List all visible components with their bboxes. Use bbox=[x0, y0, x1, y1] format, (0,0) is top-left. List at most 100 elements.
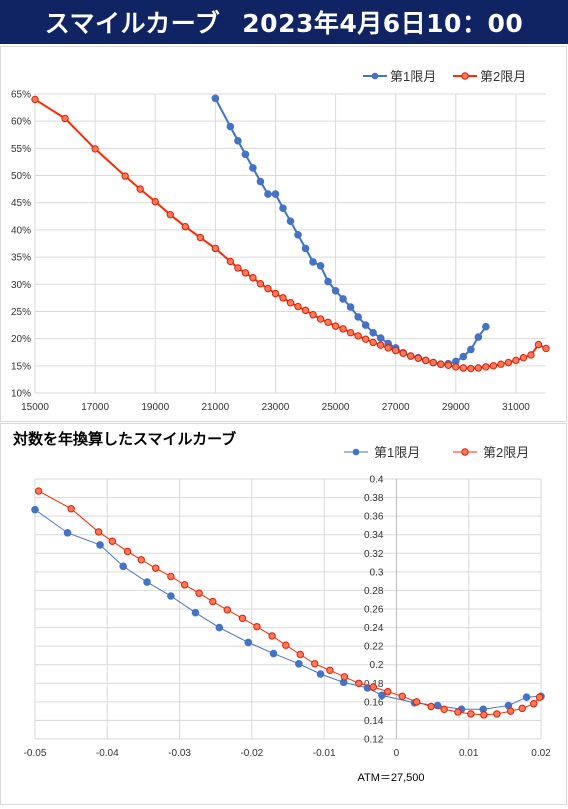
series-2-point bbox=[226, 257, 235, 266]
series-1-point bbox=[286, 217, 295, 226]
y-tick-label: 0.2 bbox=[370, 660, 384, 671]
series-1-point bbox=[295, 659, 303, 668]
series-2-point bbox=[346, 328, 355, 337]
y-tick-label: 0.28 bbox=[364, 586, 384, 597]
series-1-point bbox=[143, 578, 151, 586]
series-2-point bbox=[91, 145, 99, 153]
series-2-point bbox=[151, 197, 159, 206]
header-banner: スマイルカーブ 2023年4月6日10：00 bbox=[0, 0, 568, 44]
series-1-point bbox=[215, 623, 224, 632]
series-2-point bbox=[527, 351, 535, 359]
series-2-point bbox=[152, 564, 160, 572]
y-tick-label: 35% bbox=[11, 253, 31, 264]
series-1-point bbox=[346, 303, 355, 311]
series-2-point bbox=[504, 358, 513, 367]
series-1-point bbox=[378, 691, 386, 700]
series-2-point bbox=[369, 338, 377, 347]
series-2-point bbox=[354, 332, 362, 340]
smile-curve-chart: 10% 15% 20% 25% 30% 35% 40% 45% 50% 55% 60% 65% 1500… bbox=[11, 69, 550, 413]
series-2-point bbox=[238, 614, 247, 622]
series-1-point bbox=[522, 693, 531, 702]
series-line-2 bbox=[34, 98, 547, 370]
x-tick-label: 0.02 bbox=[531, 748, 551, 759]
series-2-point bbox=[493, 710, 501, 718]
series-1-point bbox=[316, 670, 325, 678]
series-2-point bbox=[331, 322, 340, 330]
series-2-point bbox=[253, 622, 261, 631]
series-2-point bbox=[316, 315, 325, 323]
legend-label: 第2限月 bbox=[480, 69, 526, 84]
legend: 第1限月 第2限月 bbox=[363, 69, 526, 84]
series-2-point bbox=[422, 356, 430, 365]
y-tick-label: 0.26 bbox=[364, 605, 384, 616]
series-1-point bbox=[256, 177, 265, 186]
series-2-point bbox=[181, 222, 189, 231]
x-tick-label: 0.01 bbox=[459, 748, 479, 759]
series-2-point bbox=[234, 264, 242, 272]
y-tick-label: 15% bbox=[11, 361, 31, 372]
series-2-point bbox=[34, 487, 43, 495]
legend-label: 第2限月 bbox=[483, 445, 529, 460]
series-2-point bbox=[535, 693, 544, 701]
series-1-point bbox=[369, 328, 377, 337]
x-tick-label: -0.04 bbox=[96, 748, 119, 759]
series-2-point bbox=[296, 650, 304, 659]
series-2-point bbox=[427, 702, 435, 711]
series-2-point bbox=[326, 666, 334, 674]
series-2-point bbox=[282, 641, 290, 649]
series-1-point bbox=[459, 352, 468, 361]
x-tick-label: -0.03 bbox=[168, 748, 191, 759]
series-2-point bbox=[454, 708, 462, 716]
series-1-point bbox=[264, 190, 272, 198]
series-1-point bbox=[63, 529, 72, 537]
series-2-point bbox=[414, 354, 422, 362]
series-1-point bbox=[191, 608, 200, 617]
y-tick-label: 25% bbox=[11, 307, 31, 318]
series-2-point bbox=[195, 589, 203, 597]
series-2-point bbox=[482, 363, 490, 371]
series-2-point bbox=[437, 360, 445, 368]
series-2-point bbox=[340, 673, 349, 681]
x-tick-label: 25000 bbox=[322, 402, 350, 413]
x-tick-label: 19000 bbox=[141, 402, 169, 413]
y-tick-label: 20% bbox=[11, 334, 31, 345]
header-title: スマイルカーブ bbox=[44, 9, 221, 38]
series-2-point bbox=[211, 244, 220, 253]
series-2-point bbox=[459, 364, 468, 372]
series-1-point bbox=[309, 258, 317, 266]
y-tick-label: 0.4 bbox=[370, 475, 384, 486]
series-2-point bbox=[467, 710, 475, 718]
series-2-point bbox=[444, 361, 453, 369]
series-2-point bbox=[480, 711, 488, 719]
atm-annotation: ATM＝27,500 bbox=[357, 772, 424, 784]
series-1-point bbox=[249, 164, 257, 172]
series-1-point bbox=[167, 592, 175, 600]
y-tick-label: 0.22 bbox=[364, 642, 384, 653]
series-2-point bbox=[61, 114, 69, 123]
legend-marker bbox=[461, 448, 469, 456]
x-tick-label: 23000 bbox=[262, 402, 290, 413]
y-tick-label: 40% bbox=[11, 225, 31, 236]
series-2-point bbox=[241, 269, 250, 277]
series-1-point bbox=[226, 122, 235, 131]
series-1-point bbox=[31, 505, 39, 514]
series-1-point bbox=[269, 649, 278, 658]
series-1-point bbox=[361, 321, 370, 329]
series-2-point bbox=[67, 505, 75, 513]
y-tick-label: 0.24 bbox=[364, 623, 384, 634]
series-2-point bbox=[407, 352, 415, 360]
series-2-point bbox=[512, 356, 520, 365]
series-line-2 bbox=[38, 490, 540, 716]
x-tick-label: 15000 bbox=[21, 402, 49, 413]
series-1-point bbox=[474, 333, 483, 341]
series-2-point bbox=[384, 344, 392, 352]
series-2-point bbox=[534, 340, 543, 349]
series-1-point bbox=[331, 286, 340, 295]
series-2-point bbox=[137, 556, 145, 564]
series-1-point bbox=[279, 204, 287, 212]
y-tick-label: 0.16 bbox=[364, 697, 384, 708]
series-2-point bbox=[196, 233, 205, 242]
series-2-point bbox=[398, 692, 406, 700]
series-line-1 bbox=[214, 97, 487, 366]
series-2-point bbox=[440, 705, 448, 713]
